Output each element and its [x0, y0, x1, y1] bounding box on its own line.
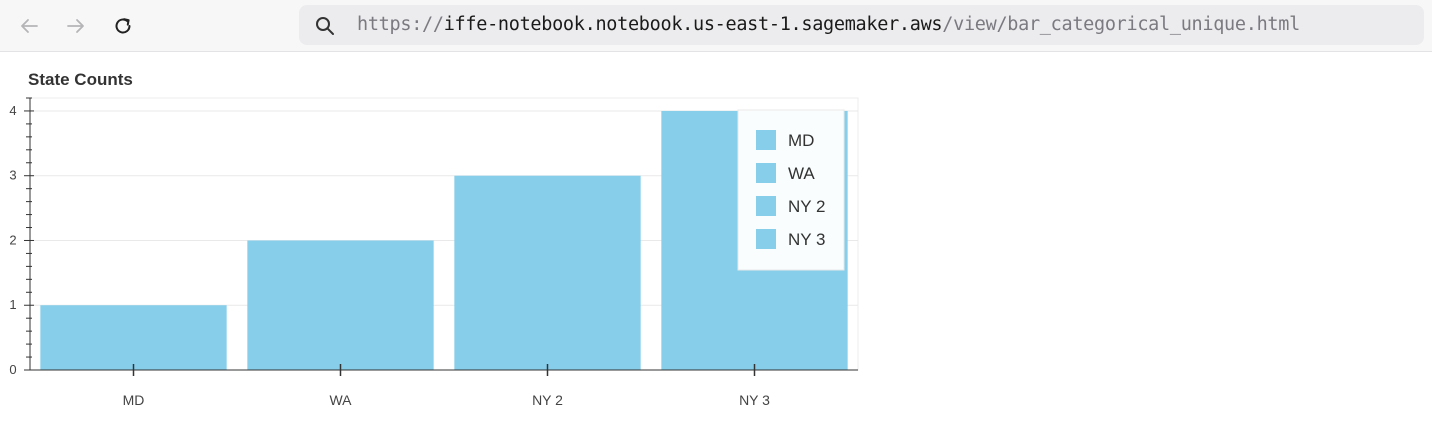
- x-tick-label: WA: [329, 392, 352, 408]
- y-tick-label: 1: [9, 297, 16, 312]
- search-icon: [316, 17, 334, 35]
- y-tick-label: 4: [9, 103, 16, 118]
- y-tick-label: 3: [9, 168, 16, 183]
- chart-title: State Counts: [28, 70, 133, 89]
- arrow-right-icon: [67, 19, 84, 33]
- x-tick-label: NY 2: [532, 392, 563, 408]
- legend-swatch: [756, 130, 776, 150]
- arrow-left-icon: [21, 19, 38, 33]
- reload-button[interactable]: [107, 10, 139, 42]
- x-tick-label: MD: [123, 392, 145, 408]
- url-host: iffe-notebook.notebook.us-east-1.sagemak…: [443, 14, 943, 35]
- url-text[interactable]: https://iffe-notebook.notebook.us-east-1…: [357, 5, 1300, 45]
- y-tick-label: 2: [9, 232, 16, 247]
- chart-container: State Counts 0 1 2 3 4 MD WA NY 2 NY 3 MD WA NY 2 N…: [0, 52, 870, 422]
- legend-swatch: [756, 196, 776, 216]
- bar: [40, 305, 227, 370]
- url-path: /view/bar_categorical_unique.html: [942, 14, 1300, 35]
- legend-label: NY 2: [788, 197, 826, 216]
- legend-label: MD: [788, 131, 814, 150]
- bar: [454, 175, 641, 370]
- legend: MD WA NY 2 NY 3: [737, 109, 845, 271]
- back-button[interactable]: [13, 10, 45, 42]
- address-bar[interactable]: https://iffe-notebook.notebook.us-east-1…: [299, 5, 1424, 45]
- bar-chart: State Counts 0 1 2 3 4 MD WA NY 2 NY 3 MD WA NY 2 N…: [9, 70, 859, 408]
- forward-button[interactable]: [60, 10, 92, 42]
- legend-label: WA: [788, 164, 815, 183]
- browser-toolbar: https://iffe-notebook.notebook.us-east-1…: [0, 0, 1432, 52]
- y-tick-label: 0: [9, 362, 16, 377]
- x-tick-label: NY 3: [739, 392, 770, 408]
- legend-box: [737, 109, 845, 271]
- legend-swatch: [756, 163, 776, 183]
- url-scheme: https://: [357, 14, 444, 35]
- bar: [247, 240, 434, 370]
- legend-swatch: [756, 229, 776, 249]
- legend-label: NY 3: [788, 230, 826, 249]
- reload-icon: [115, 18, 131, 34]
